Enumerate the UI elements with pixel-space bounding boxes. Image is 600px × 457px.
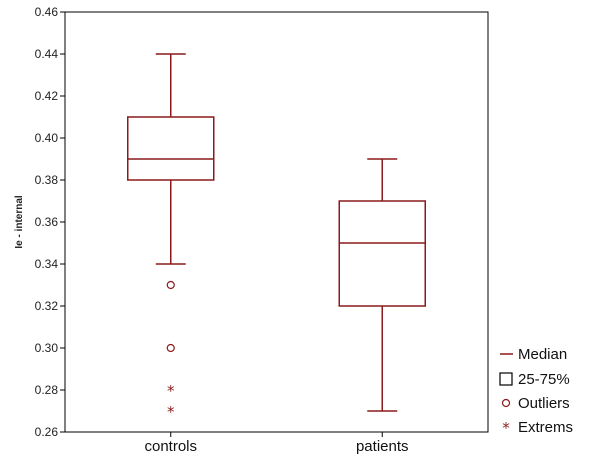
legend: Median 25-75% Outliers * Extrems [499, 346, 573, 437]
x-axis: controls patients [144, 432, 409, 455]
legend-box-symbol [499, 372, 513, 386]
boxes: ** [127, 53, 426, 421]
legend-extreme-symbol: * [502, 419, 510, 437]
legend-label: 25-75% [518, 371, 570, 388]
y-tick-label: 0.36 [35, 215, 59, 229]
y-tick-label: 0.34 [35, 257, 59, 271]
x-category-label: patients [356, 438, 409, 455]
legend-label: Outliers [518, 395, 570, 412]
legend-label: Extrems [518, 419, 573, 436]
extreme-point: * [167, 382, 175, 400]
x-category-label: controls [144, 438, 197, 455]
outlier-point [166, 280, 175, 290]
iqr-box [127, 116, 215, 181]
y-tick-label: 0.46 [35, 5, 59, 19]
y-tick-label: 0.40 [35, 131, 59, 145]
y-tick-label: 0.28 [35, 383, 59, 397]
y-tick-label: 0.42 [35, 89, 59, 103]
outlier-point [166, 343, 175, 353]
y-tick-label: 0.32 [35, 299, 59, 313]
legend-label: Median [518, 346, 567, 363]
box-controls: ** [127, 53, 215, 421]
y-tick-label: 0.26 [35, 425, 59, 439]
extreme-point: * [167, 403, 175, 421]
y-axis-label: Ie - internal [14, 195, 25, 249]
y-axis: 0.26 0.28 0.30 0.32 0.34 0.36 0.38 0.40 0.42 0.44… [35, 5, 65, 439]
iqr-box [338, 200, 426, 307]
y-tick-label: 0.38 [35, 173, 59, 187]
box-patients [338, 158, 426, 412]
y-tick-label: 0.30 [35, 341, 59, 355]
legend-outlier-symbol [501, 398, 511, 408]
y-tick-label: 0.44 [35, 47, 59, 61]
